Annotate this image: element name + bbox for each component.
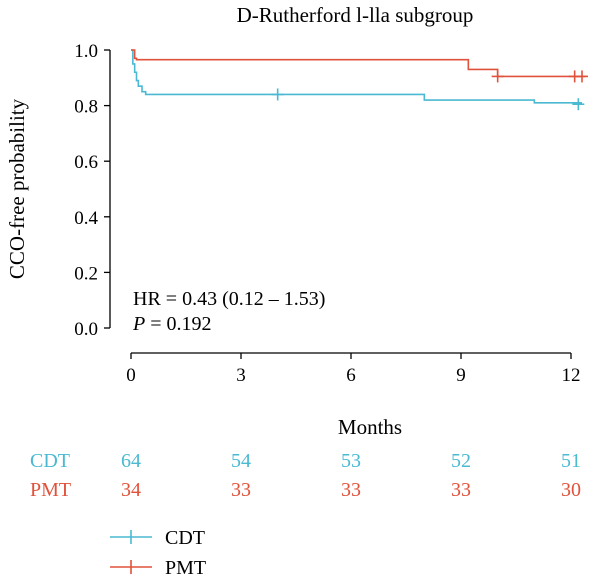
pmt-risk-label: PMT <box>30 479 71 501</box>
y-ticks: 0.0 0.2 0.4 0.6 0.8 1.0 <box>74 41 110 340</box>
x-tick-label: 0 <box>126 365 136 386</box>
y-tick-label: 0.6 <box>74 152 98 173</box>
pmt-risk-count: 33 <box>341 479 361 501</box>
cdt-legend-label: CDT <box>165 527 205 549</box>
chart-title: D-Rutherford l-lla subgroup <box>237 3 474 27</box>
cdt-legend-item: CDT <box>110 527 205 549</box>
hr-annotation: HR = 0.43 (0.12 – 1.53) <box>133 288 325 310</box>
cdt-risk-count: 52 <box>451 450 471 472</box>
legend: CDT PMT <box>110 527 206 579</box>
pmt-curve <box>131 49 586 78</box>
x-ticks: 0 3 6 9 12 <box>126 353 581 386</box>
pmt-risk-count: 34 <box>121 479 141 501</box>
p-value-label: P <box>132 313 145 335</box>
p-value-annotation: P = 0.192 <box>132 313 212 335</box>
cdt-risk-count: 64 <box>121 450 141 472</box>
x-tick-label: 9 <box>456 365 466 386</box>
pmt-censor-mark <box>491 70 504 83</box>
cdt-risk-count: 53 <box>341 450 361 472</box>
pmt-legend-label: PMT <box>165 557 206 579</box>
x-tick-label: 12 <box>562 365 581 386</box>
y-tick-label: 0.0 <box>74 319 98 340</box>
x-tick-label: 6 <box>346 365 356 386</box>
cdt-risk-label: CDT <box>30 450 70 472</box>
cdt-risk-count: 54 <box>231 450 251 472</box>
survival-curves <box>131 49 588 111</box>
pmt-censor-mark <box>576 70 588 83</box>
y-axis-label: CCO-free probability <box>5 98 29 279</box>
risk-table: CDT 64 54 53 52 51 PMT 34 33 33 33 30 <box>30 450 581 501</box>
cdt-censor-mark <box>271 88 284 101</box>
cdt-curve <box>131 49 582 104</box>
x-axis-label: Months <box>338 415 402 439</box>
x-tick-label: 3 <box>236 365 246 386</box>
pmt-legend-item: PMT <box>110 557 206 579</box>
y-tick-label: 0.8 <box>74 97 98 118</box>
p-value-text: = 0.192 <box>145 313 211 335</box>
pmt-risk-count: 33 <box>231 479 251 501</box>
y-tick-label: 0.4 <box>74 208 98 229</box>
pmt-risk-count: 33 <box>451 479 471 501</box>
y-tick-label: 1.0 <box>74 41 98 62</box>
cdt-risk-count: 51 <box>561 450 581 472</box>
y-tick-label: 0.2 <box>74 263 98 284</box>
pmt-risk-count: 30 <box>561 479 581 501</box>
cdt-censor-mark <box>572 98 585 111</box>
